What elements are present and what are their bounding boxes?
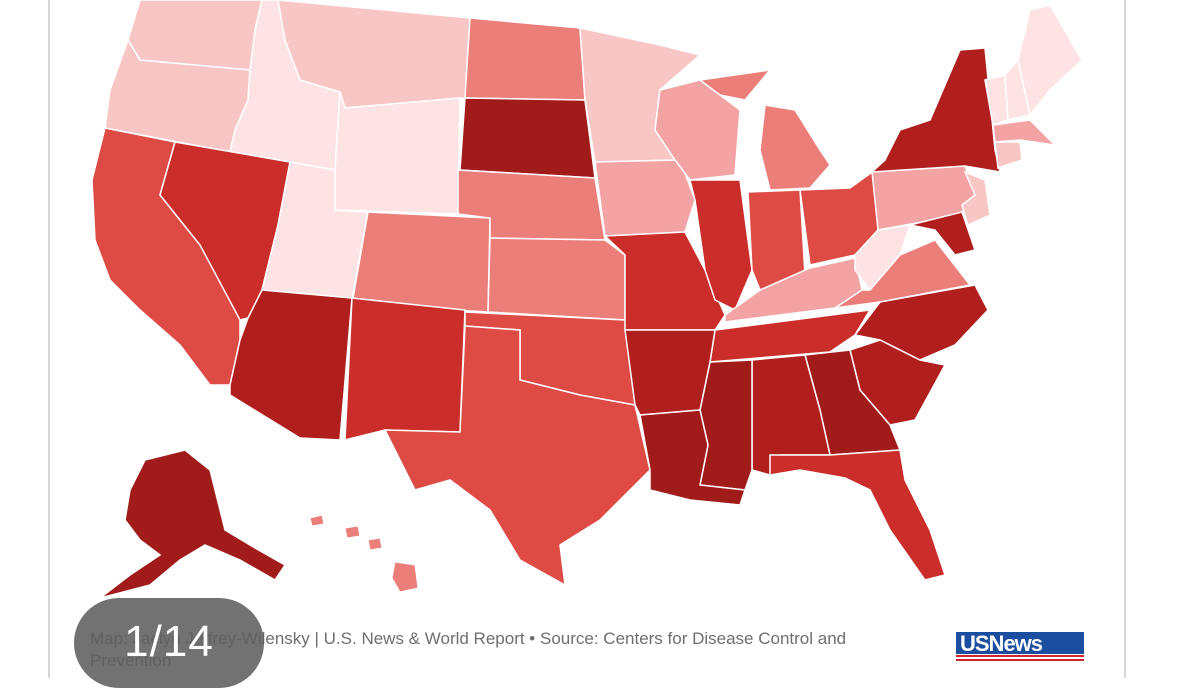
slide-counter: 1/14 (74, 598, 264, 688)
state-hawaii (309, 514, 419, 593)
state-kansas (487, 237, 626, 321)
state-maine (1017, 4, 1083, 117)
usnews-logo-stripe (956, 655, 1084, 663)
state-new-mexico (344, 297, 466, 441)
state-mississippi (699, 359, 753, 491)
usnews-logo[interactable]: USNews (956, 632, 1084, 664)
state-missouri (603, 231, 726, 331)
state-arkansas (624, 329, 716, 416)
state-north-dakota (464, 17, 586, 101)
state-washington (127, 0, 263, 71)
state-maryland (909, 211, 976, 256)
state-massachusetts (992, 119, 1058, 147)
state-south-dakota (459, 97, 596, 179)
state-connecticut (994, 141, 1023, 170)
state-iowa (594, 159, 696, 237)
state-new-jersey (961, 170, 991, 227)
state-texas (383, 325, 651, 587)
state-new-york (869, 47, 1001, 173)
usnews-logo-text: USNews (956, 632, 1084, 654)
state-colorado (351, 211, 491, 313)
state-florida (769, 449, 946, 581)
state-alaska (99, 449, 287, 599)
state-wyoming (334, 91, 461, 215)
state-arizona (229, 289, 353, 441)
state-illinois (689, 179, 753, 312)
state-louisiana (639, 409, 747, 506)
state-michigan (698, 68, 831, 191)
